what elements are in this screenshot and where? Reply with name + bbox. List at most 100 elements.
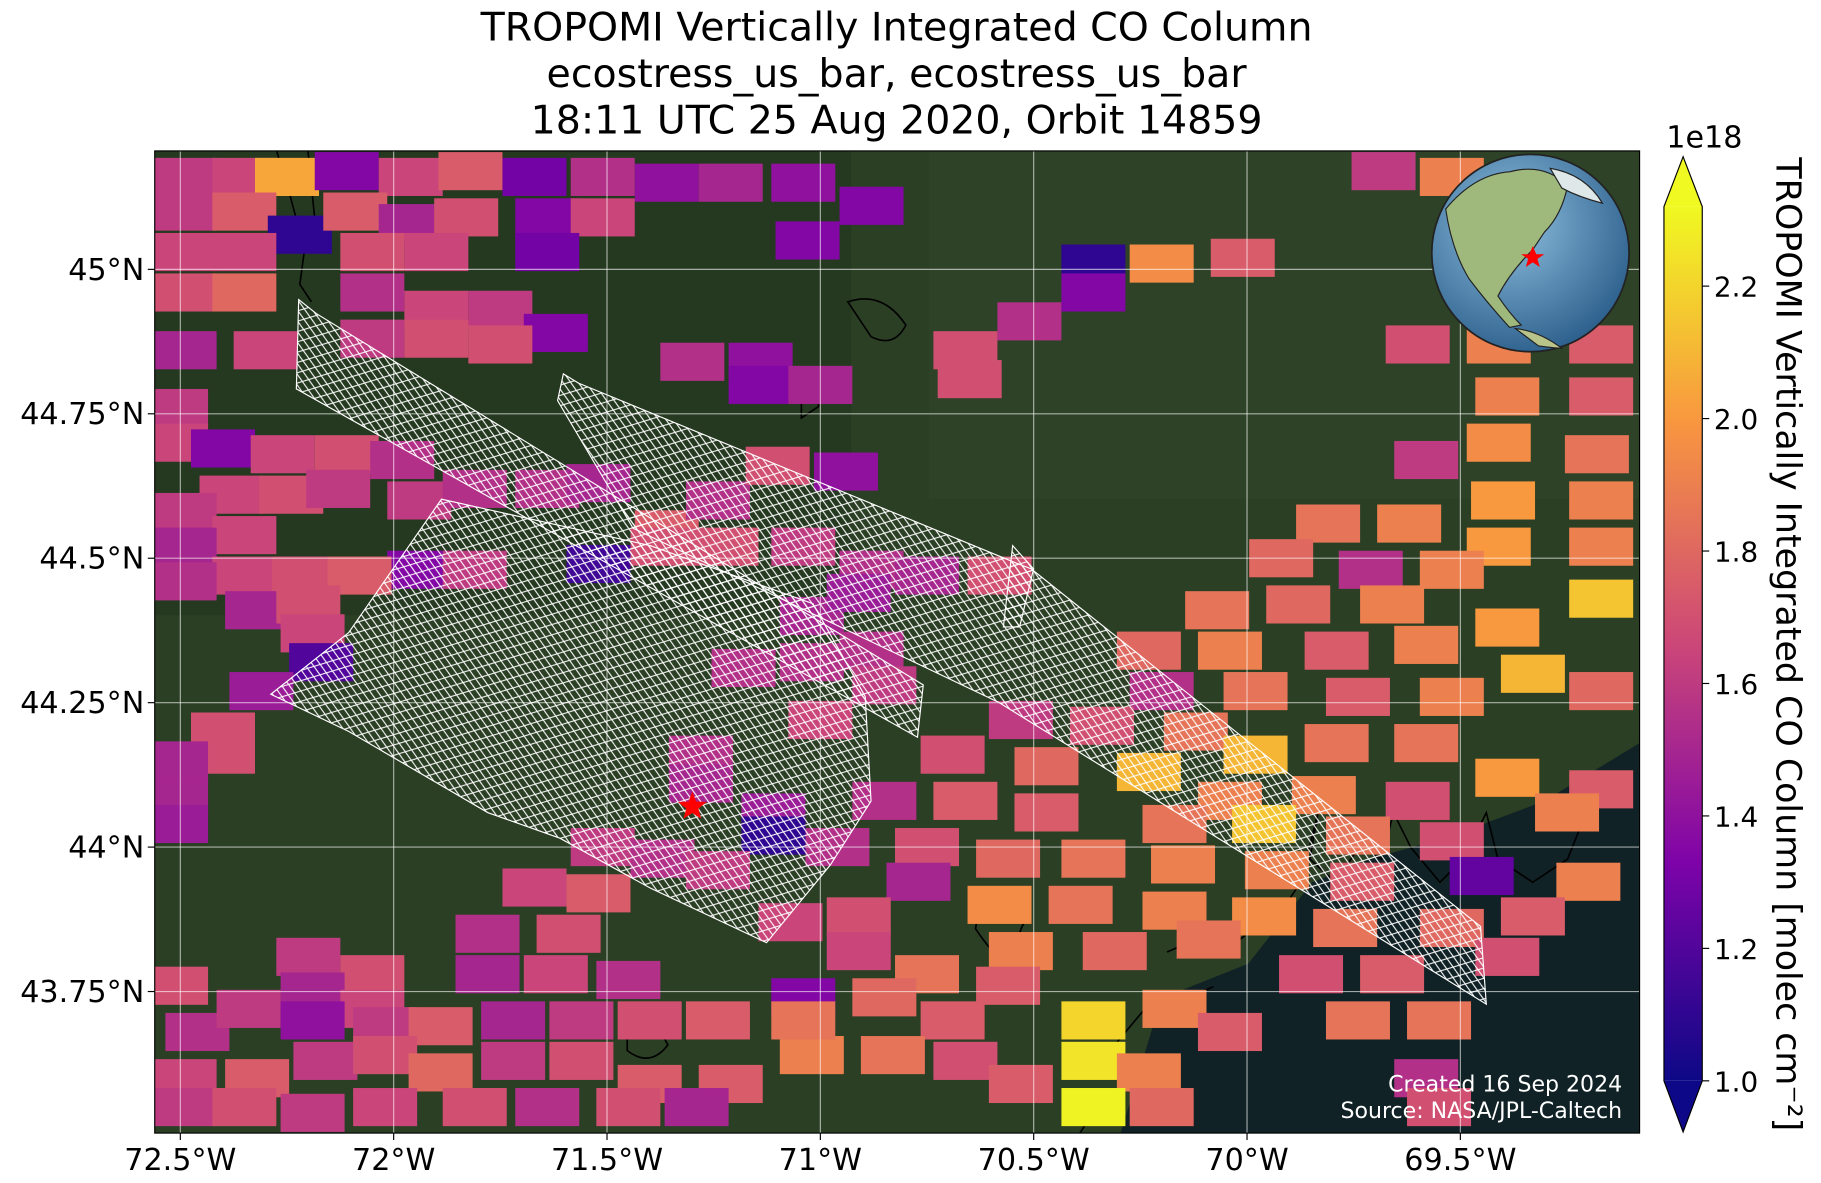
co-pixel: [154, 741, 209, 780]
co-pixel: [536, 914, 601, 953]
subtitle: 18:11 UTC 25 Aug 2020, Orbit 14859: [531, 98, 1263, 144]
x-tick-label: 71.5°W: [551, 1143, 663, 1178]
co-pixel: [1394, 440, 1459, 480]
co-pixel: [154, 388, 209, 428]
co-pixel: [660, 342, 725, 381]
co-pixel: [481, 1001, 546, 1040]
co-pixel: [1500, 654, 1565, 693]
co-pixel: [455, 914, 520, 953]
co-pixel: [154, 492, 217, 532]
co-pixel: [254, 157, 319, 196]
co-pixel: [596, 1088, 661, 1127]
co-pixel: [212, 516, 277, 555]
co-pixel: [340, 955, 405, 994]
globe-star: [1521, 246, 1545, 268]
co-pixel: [1475, 377, 1540, 416]
co-pixel: [1419, 822, 1484, 861]
co-pixel: [515, 198, 580, 237]
co-pixel: [698, 163, 763, 202]
co-pixel: [1129, 244, 1194, 283]
co-pixel: [860, 1036, 925, 1075]
colorbar-extend: [1663, 156, 1703, 207]
co-pixel: [1210, 238, 1275, 277]
co-pixel: [378, 157, 443, 196]
co-pixel: [549, 1041, 614, 1080]
co-pixel: [154, 804, 209, 844]
co-pixel: [1185, 591, 1250, 630]
co-pixel: [438, 152, 503, 191]
co-pixel: [434, 198, 499, 237]
co-pixel: [1449, 856, 1514, 896]
co-pixel: [1500, 897, 1565, 936]
co-pixel: [1279, 955, 1344, 994]
co-pixel: [775, 221, 840, 260]
co-pixel: [314, 435, 379, 474]
co-pixel: [1569, 481, 1634, 520]
co-pixel: [1377, 504, 1442, 543]
title: TROPOMI Vertically Integrated CO Column: [480, 5, 1313, 51]
co-pixel: [280, 1001, 345, 1040]
co-pixel: [852, 978, 917, 1017]
subtitle: ecostress_us_bar, ecostress_us_bar: [547, 51, 1248, 97]
co-pixel: [596, 960, 661, 1000]
co-pixel: [276, 937, 341, 976]
colorbar-offset: 1e18: [1666, 120, 1742, 155]
co-pixel: [293, 1041, 358, 1080]
co-pixel: [1082, 932, 1147, 971]
co-pixel: [515, 1088, 580, 1127]
co-pixel: [455, 955, 520, 994]
y-tick-label: 44°N: [68, 831, 144, 866]
co-pixel: [771, 1001, 836, 1040]
source: Source: NASA/JPL-Caltech: [1341, 1099, 1623, 1124]
colorbar-tick-label: 1.0: [1714, 1065, 1758, 1098]
co-pixel: [1475, 758, 1540, 797]
co-pixel: [933, 781, 998, 820]
co-pixel: [154, 192, 217, 231]
co-pixel: [250, 435, 315, 474]
co-pixel: [1232, 897, 1297, 936]
co-pixel: [502, 868, 567, 907]
co-pixel: [340, 232, 405, 272]
co-pixel: [1266, 585, 1331, 624]
site-marker: [677, 791, 707, 819]
co-pixel: [1564, 435, 1629, 474]
co-pixel: [1116, 1053, 1181, 1092]
co-pixel: [728, 365, 793, 404]
co-pixel: [154, 562, 217, 601]
co-pixel: [408, 1007, 473, 1046]
axes: 72.5°W 72°W 71.5°W 71°W 70.5°W 70°W 69.5°W 45°N…: [20, 253, 1516, 1178]
co-pixel: [634, 163, 699, 202]
co-pixel: [154, 232, 217, 272]
co-pixel: [154, 527, 217, 566]
co-pixel: [1407, 1001, 1472, 1040]
colorbar-tick-label: 1.2: [1714, 933, 1758, 966]
co-pixel: [154, 1088, 217, 1127]
co-pixel: [976, 839, 1041, 878]
co-pixel: [1475, 608, 1540, 647]
co-pixel: [1296, 504, 1361, 543]
co-pixel: [1061, 1088, 1126, 1127]
co-pixel: [212, 232, 277, 272]
co-pixel: [920, 735, 985, 774]
co-pixel: [404, 319, 469, 358]
co-pixel: [1471, 481, 1536, 520]
co-pixel: [1466, 423, 1531, 462]
co-pixel: [1385, 781, 1450, 820]
colorbar-label: TROPOMI Vertically Integrated CO Column …: [1768, 156, 1808, 1131]
co-pixel: [314, 152, 379, 191]
co-pixel: [323, 192, 388, 231]
co-pixel: [1061, 839, 1126, 878]
y-tick-label: 43.75°N: [20, 975, 144, 1010]
co-pixel: [212, 273, 277, 312]
co-pixel: [826, 897, 891, 936]
co-pixel: [779, 1036, 844, 1075]
co-pixel: [839, 186, 904, 225]
co-pixel: [570, 198, 635, 237]
co-pixel: [1325, 1001, 1390, 1040]
co-pixel: [771, 163, 836, 202]
co-pixel: [154, 331, 217, 370]
co-pixel: [1048, 885, 1113, 924]
co-pixel: [154, 966, 209, 1005]
